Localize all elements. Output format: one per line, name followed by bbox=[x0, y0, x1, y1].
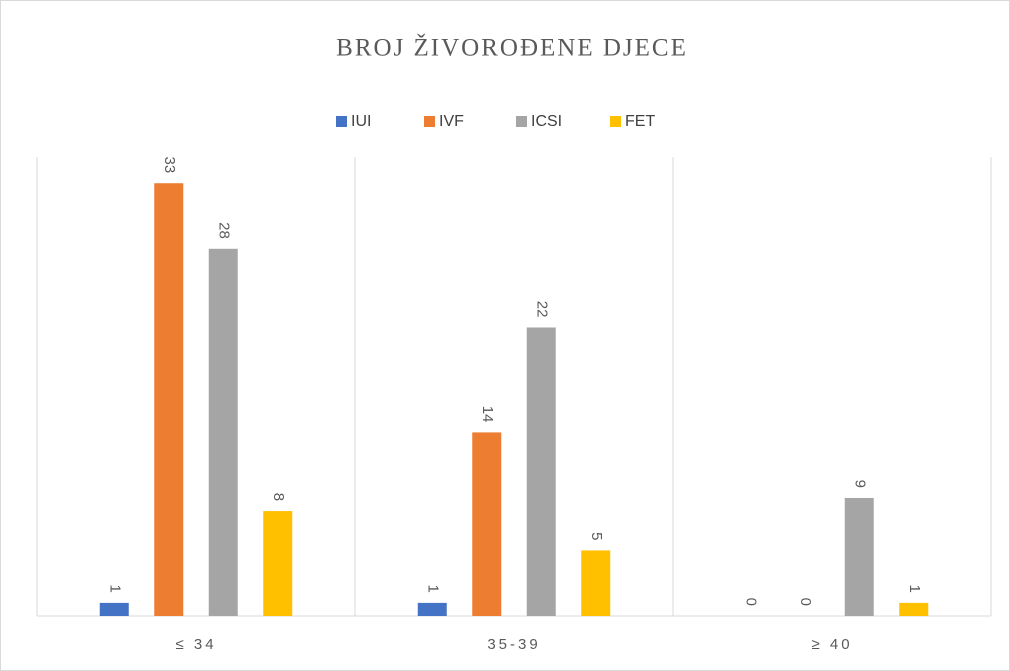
chart-title: BROJ ŽIVOROĐENE DJECE bbox=[336, 34, 688, 62]
legend-swatch bbox=[336, 116, 347, 127]
x-tick-label: ≤ 34 bbox=[175, 636, 216, 653]
data-label: 1 bbox=[906, 585, 923, 593]
bar bbox=[99, 602, 129, 616]
legend-label: FET bbox=[625, 113, 655, 130]
data-label: 28 bbox=[215, 222, 232, 239]
data-label: 33 bbox=[161, 157, 178, 174]
legend-swatch bbox=[610, 116, 621, 127]
bar bbox=[472, 432, 502, 616]
bar bbox=[581, 550, 611, 616]
bar bbox=[844, 497, 874, 616]
legend-label: ICSI bbox=[531, 113, 562, 130]
data-label: 0 bbox=[742, 598, 759, 606]
data-label: 22 bbox=[533, 301, 550, 318]
bar bbox=[154, 183, 184, 616]
data-label: 5 bbox=[588, 532, 605, 540]
data-label: 14 bbox=[479, 406, 496, 423]
legend-swatch bbox=[424, 116, 435, 127]
legend-label: IUI bbox=[351, 113, 371, 130]
bar bbox=[526, 327, 556, 616]
bar bbox=[208, 248, 238, 617]
x-tick-label: ≥ 40 bbox=[811, 636, 852, 653]
bar bbox=[417, 602, 447, 616]
bar bbox=[899, 602, 929, 616]
bar bbox=[263, 511, 293, 616]
data-label: 9 bbox=[851, 480, 868, 488]
data-label: 0 bbox=[797, 598, 814, 606]
x-tick-label: 35-39 bbox=[487, 636, 540, 653]
legend-label: IVF bbox=[439, 113, 464, 130]
data-label: 8 bbox=[270, 493, 287, 501]
data-label: 1 bbox=[106, 585, 123, 593]
legend-swatch bbox=[516, 116, 527, 127]
data-label: 1 bbox=[424, 585, 441, 593]
